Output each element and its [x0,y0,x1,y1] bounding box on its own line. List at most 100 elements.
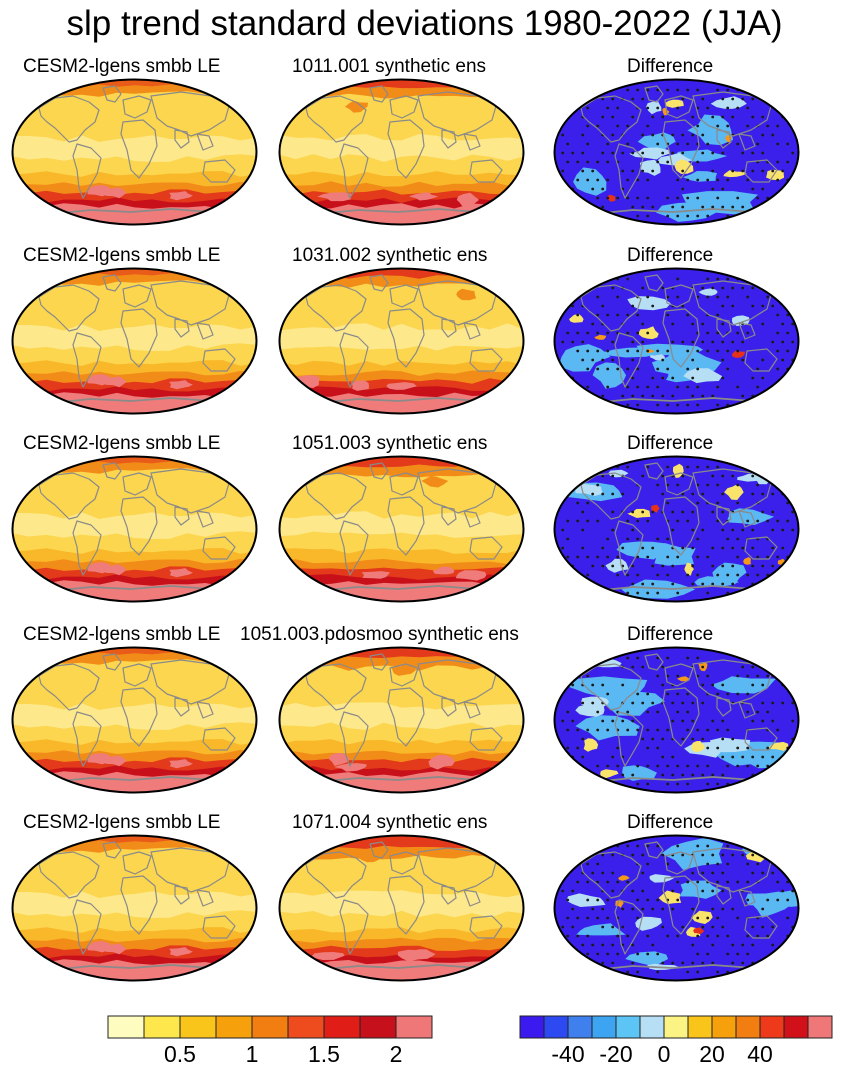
stipple-dot [716,403,720,407]
diff-base [554,268,799,414]
stipple-dot [591,871,595,875]
stipple-dot [706,844,710,848]
diff-light-6 [622,765,657,781]
stipple-dot [561,889,565,893]
stipple-dot [581,474,585,478]
stipple-dot [681,737,685,741]
coastline-5 [692,468,772,514]
stipple-dot [631,907,635,911]
stipple-dot [571,683,575,687]
stipple-dot [681,492,685,496]
stipple-dot [591,358,595,362]
stipple-dot [756,934,760,938]
stipple-dot [721,97,725,101]
stipple-dot [646,331,650,335]
stipple-dot [671,755,675,759]
stipple-dot [721,528,725,532]
stipple-dot [731,97,735,101]
stipple-dot [761,322,765,326]
stipple-dot [566,916,570,920]
stipple-dot [726,844,730,848]
stipple-dot [786,501,790,505]
stipple-dot [751,492,755,496]
stipple-dot [621,151,625,155]
stipple-dot [791,701,795,705]
stipple-dot [581,510,585,514]
stipple-dot [661,773,665,777]
stipple-dot [786,916,790,920]
stipple-dot [666,782,670,786]
stipple-dot [661,492,665,496]
stipple-dot [701,340,705,344]
std-field [12,456,257,602]
colorbar-std-label-0: 0.5 [164,1041,196,1067]
coastline-5 [417,659,497,705]
stipple-dot [636,970,640,974]
stipple-dot [771,394,775,398]
stipple-dot [676,710,680,714]
coastline-2 [614,711,644,767]
stipple-dot [736,349,740,353]
stipple-dot [696,555,700,559]
stipple-dot [671,564,675,568]
stipple-dot [631,510,635,514]
stipple-dot [691,492,695,496]
std-band-antarctic [279,203,524,225]
stipple-dot [611,755,615,759]
stipple-dot [646,934,650,938]
stipple-dot [576,519,580,523]
stipple-dot [601,564,605,568]
coastline-5 [692,659,772,705]
stipple-dot [566,106,570,110]
stipple-dot [656,573,660,577]
stipple-dot [771,340,775,344]
stipple-dot [661,737,665,741]
stipple-dot [776,124,780,128]
coastline-8 [744,536,778,560]
stipple-dot [776,160,780,164]
stipple-dot [626,844,630,848]
stipple-dot [711,151,715,155]
stipple-dot [741,853,745,857]
stipple-dot [771,528,775,532]
stipple-dot [576,573,580,577]
coastline-7 [196,510,214,528]
stipple-dot [616,295,620,299]
stipple-dot [781,474,785,478]
diff-field [554,647,799,793]
stipple-dot [701,683,705,687]
stipple-dot [731,907,735,911]
std-blob-1 [350,380,369,391]
stipple-dot [596,782,600,786]
std-blob-0 [455,570,487,581]
stipple-dot [686,656,690,660]
stipple-dot [691,322,695,326]
diff-pale-0 [649,874,675,883]
map-row2-right [553,267,800,415]
stipple-dot [566,746,570,750]
stipple-dot [601,304,605,308]
stipple-dot [586,934,590,938]
coastline-7 [738,701,756,719]
stipple-dot [626,124,630,128]
stipple-dot [631,169,635,173]
coastline-3 [122,851,152,875]
stipple-dot [766,555,770,559]
stipple-dot [706,277,710,281]
coastline-3 [664,95,694,119]
coastline-0 [305,472,367,520]
stipple-dot [601,115,605,119]
stipple-dot [721,492,725,496]
coastline-2 [72,143,102,199]
colorbar-diff-label-4: 40 [747,1041,773,1067]
stipple-dot [746,782,750,786]
stipple-dot [761,564,765,568]
stipple-dot [701,133,705,137]
coastline-4 [387,119,425,179]
stipple-dot [661,665,665,669]
stipple-dot [686,692,690,696]
stipple-dot [771,773,775,777]
panel-title-row2-middle: 1031.002 synthetic ens [292,245,488,266]
stipple-dot [781,582,785,586]
stipple-dot [651,582,655,586]
